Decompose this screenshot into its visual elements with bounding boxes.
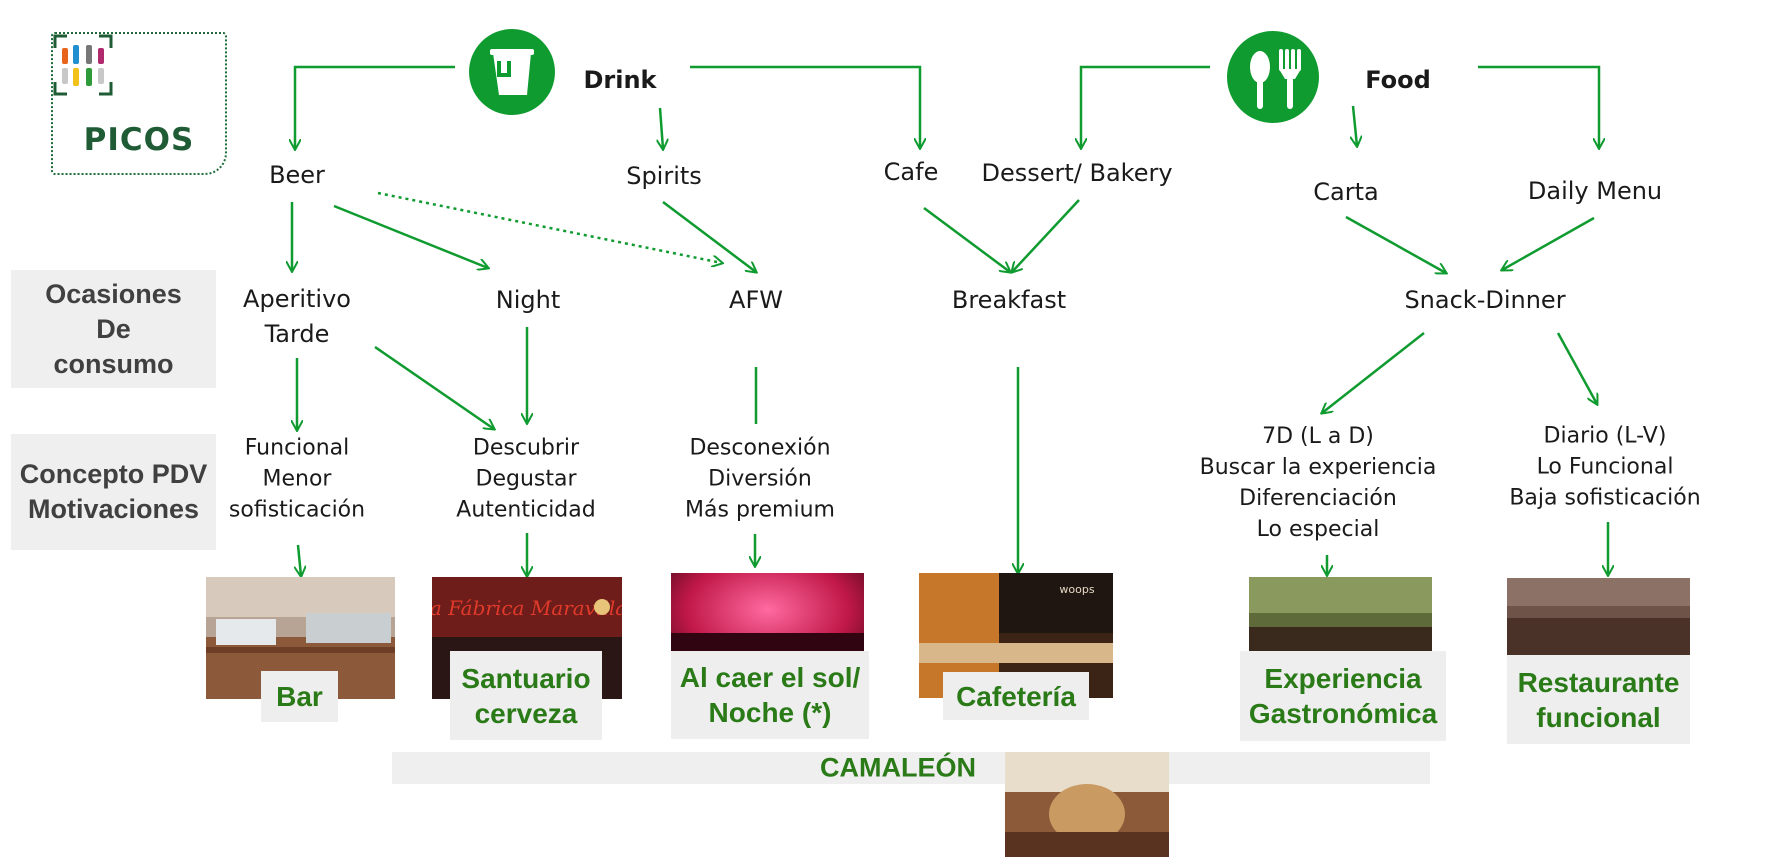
side-label-line: Concepto PDV	[19, 459, 208, 489]
cafe-node: Cafe	[883, 158, 939, 186]
aperitivo-tarde-node: Aperitivo Tarde	[243, 282, 351, 352]
motivation-line: Lo especial	[1256, 517, 1380, 542]
motivation-line: Diversión	[708, 466, 812, 492]
motivation-line: Lo Funcional	[1536, 454, 1674, 480]
cafeteria-sign: woops	[1059, 583, 1094, 596]
night-node: Night	[495, 286, 561, 314]
arrow-cafe-breakfast	[923, 206, 1010, 272]
restaurante-photo	[1507, 578, 1690, 656]
daily-menu-node: Daily Menu	[1527, 177, 1663, 205]
tarde-line: Tarde	[264, 320, 330, 348]
concept-bar-label: Bar	[261, 671, 338, 722]
motivation-funcional: Funcional Menor sofisticación	[229, 433, 365, 526]
picos-logo: PICOS	[51, 32, 227, 175]
concept-line: Gastronómica	[1248, 698, 1438, 729]
camaleon-label: CAMALEÓN	[820, 752, 976, 783]
concept-line: Noche (*)	[708, 697, 832, 728]
concept-line: cerveza	[474, 697, 578, 729]
cafeteria-photo: woops	[919, 573, 1113, 698]
concept-line: Santuario	[461, 662, 591, 694]
motivation-line: 7D (L a D)	[1262, 424, 1374, 449]
drink-header: Drink	[583, 66, 657, 94]
arrow-drink-beer	[295, 65, 455, 149]
carta-node: Carta	[1313, 178, 1379, 206]
side-label-ocasiones: Ocasiones De consumo	[11, 270, 216, 388]
motivation-line: Menor	[262, 466, 332, 492]
arrow-aperitivo-descubrir	[374, 345, 494, 429]
concept-alcaer-label: Al caer el sol/ Noche (*)	[671, 651, 869, 739]
afw-node: AFW	[729, 286, 783, 314]
side-label-line: Ocasiones	[45, 278, 182, 309]
concept-cafeteria-label: Cafetería	[943, 672, 1089, 720]
concept-santuario-label: Santuario cerveza	[450, 651, 602, 740]
beer-node: Beer	[269, 161, 325, 189]
arrow-drink-spirits	[660, 107, 663, 149]
concept-line: Al caer el sol/	[679, 662, 861, 693]
bottles-icon	[53, 34, 113, 96]
motivation-line: sofisticación	[228, 497, 366, 523]
motivation-line: Funcional	[244, 435, 350, 461]
arrow-food-dailymenu	[1478, 65, 1599, 148]
concept-line: Cafetería	[956, 680, 1076, 712]
concept-line: Bar	[276, 681, 323, 712]
experiencia-photo	[1249, 577, 1432, 653]
arrow-funcional-bar	[298, 544, 301, 576]
concept-experiencia-label: Experiencia Gastronómica	[1240, 651, 1446, 741]
logo-text: PICOS	[83, 122, 195, 158]
side-label-line: De	[96, 313, 131, 344]
concept-line: funcional	[1536, 701, 1661, 733]
arrow-drink-cafe	[690, 65, 920, 148]
motivation-line: Degustar	[475, 466, 577, 492]
arrow-beer-afw-dotted	[377, 191, 722, 263]
motivation-descubrir: Descubrir Degustar Autenticidad	[456, 433, 595, 526]
motivation-line: Desconexión	[689, 435, 831, 461]
motivation-line: Buscar la experiencia	[1199, 455, 1437, 480]
spirits-node: Spirits	[626, 162, 702, 190]
motivation-line: Baja sofisticación	[1509, 485, 1701, 511]
camaleon-band	[392, 752, 1430, 784]
side-label-line: consumo	[53, 348, 174, 379]
arrow-beer-night	[333, 204, 488, 268]
concept-line: Experiencia	[1264, 663, 1422, 694]
arrow-food-dessert	[1081, 65, 1210, 148]
arrow-daily-snack	[1502, 216, 1595, 270]
arrow-spirits-afw	[662, 201, 756, 272]
arrow-snack-diario	[1556, 332, 1597, 404]
motivation-7d: 7D (L a D) Buscar la experiencia Diferen…	[1200, 421, 1437, 545]
drink-mug-icon	[469, 29, 555, 115]
motivation-line: Más premium	[685, 497, 835, 523]
arrow-snack-7d	[1322, 332, 1425, 413]
motivation-diario: Diario (L-V) Lo Funcional Baja sofistica…	[1509, 421, 1700, 514]
arrow-dessert-breakfast	[1012, 199, 1080, 272]
concept-restaurante-label: Restaurante funcional	[1507, 655, 1690, 744]
snack-dinner-node: Snack-Dinner	[1404, 286, 1566, 314]
aperitivo-line: Aperitivo	[243, 285, 351, 313]
side-label-concepto: Concepto PDV Motivaciones	[11, 434, 216, 550]
breakfast-node: Breakfast	[951, 286, 1067, 314]
motivation-line: Diario (L-V)	[1543, 423, 1667, 449]
motivation-desconexion: Desconexión Diversión Más premium	[685, 433, 835, 526]
concept-line: Restaurante	[1517, 666, 1680, 698]
arrow-food-carta	[1353, 105, 1357, 146]
dessert-bakery-node: Dessert/ Bakery	[981, 159, 1173, 187]
santuario-sign: La Fábrica Maravillas	[432, 596, 622, 620]
food-header: Food	[1365, 66, 1431, 94]
spoon-fork-icon	[1227, 31, 1319, 123]
motivation-line: Autenticidad	[456, 497, 596, 523]
arrow-carta-snack	[1345, 215, 1446, 273]
motivation-line: Descubrir	[472, 435, 580, 461]
camaleon-photo	[1005, 752, 1169, 857]
side-label-line: Motivaciones	[27, 494, 200, 524]
motivation-line: Diferenciación	[1239, 486, 1397, 511]
